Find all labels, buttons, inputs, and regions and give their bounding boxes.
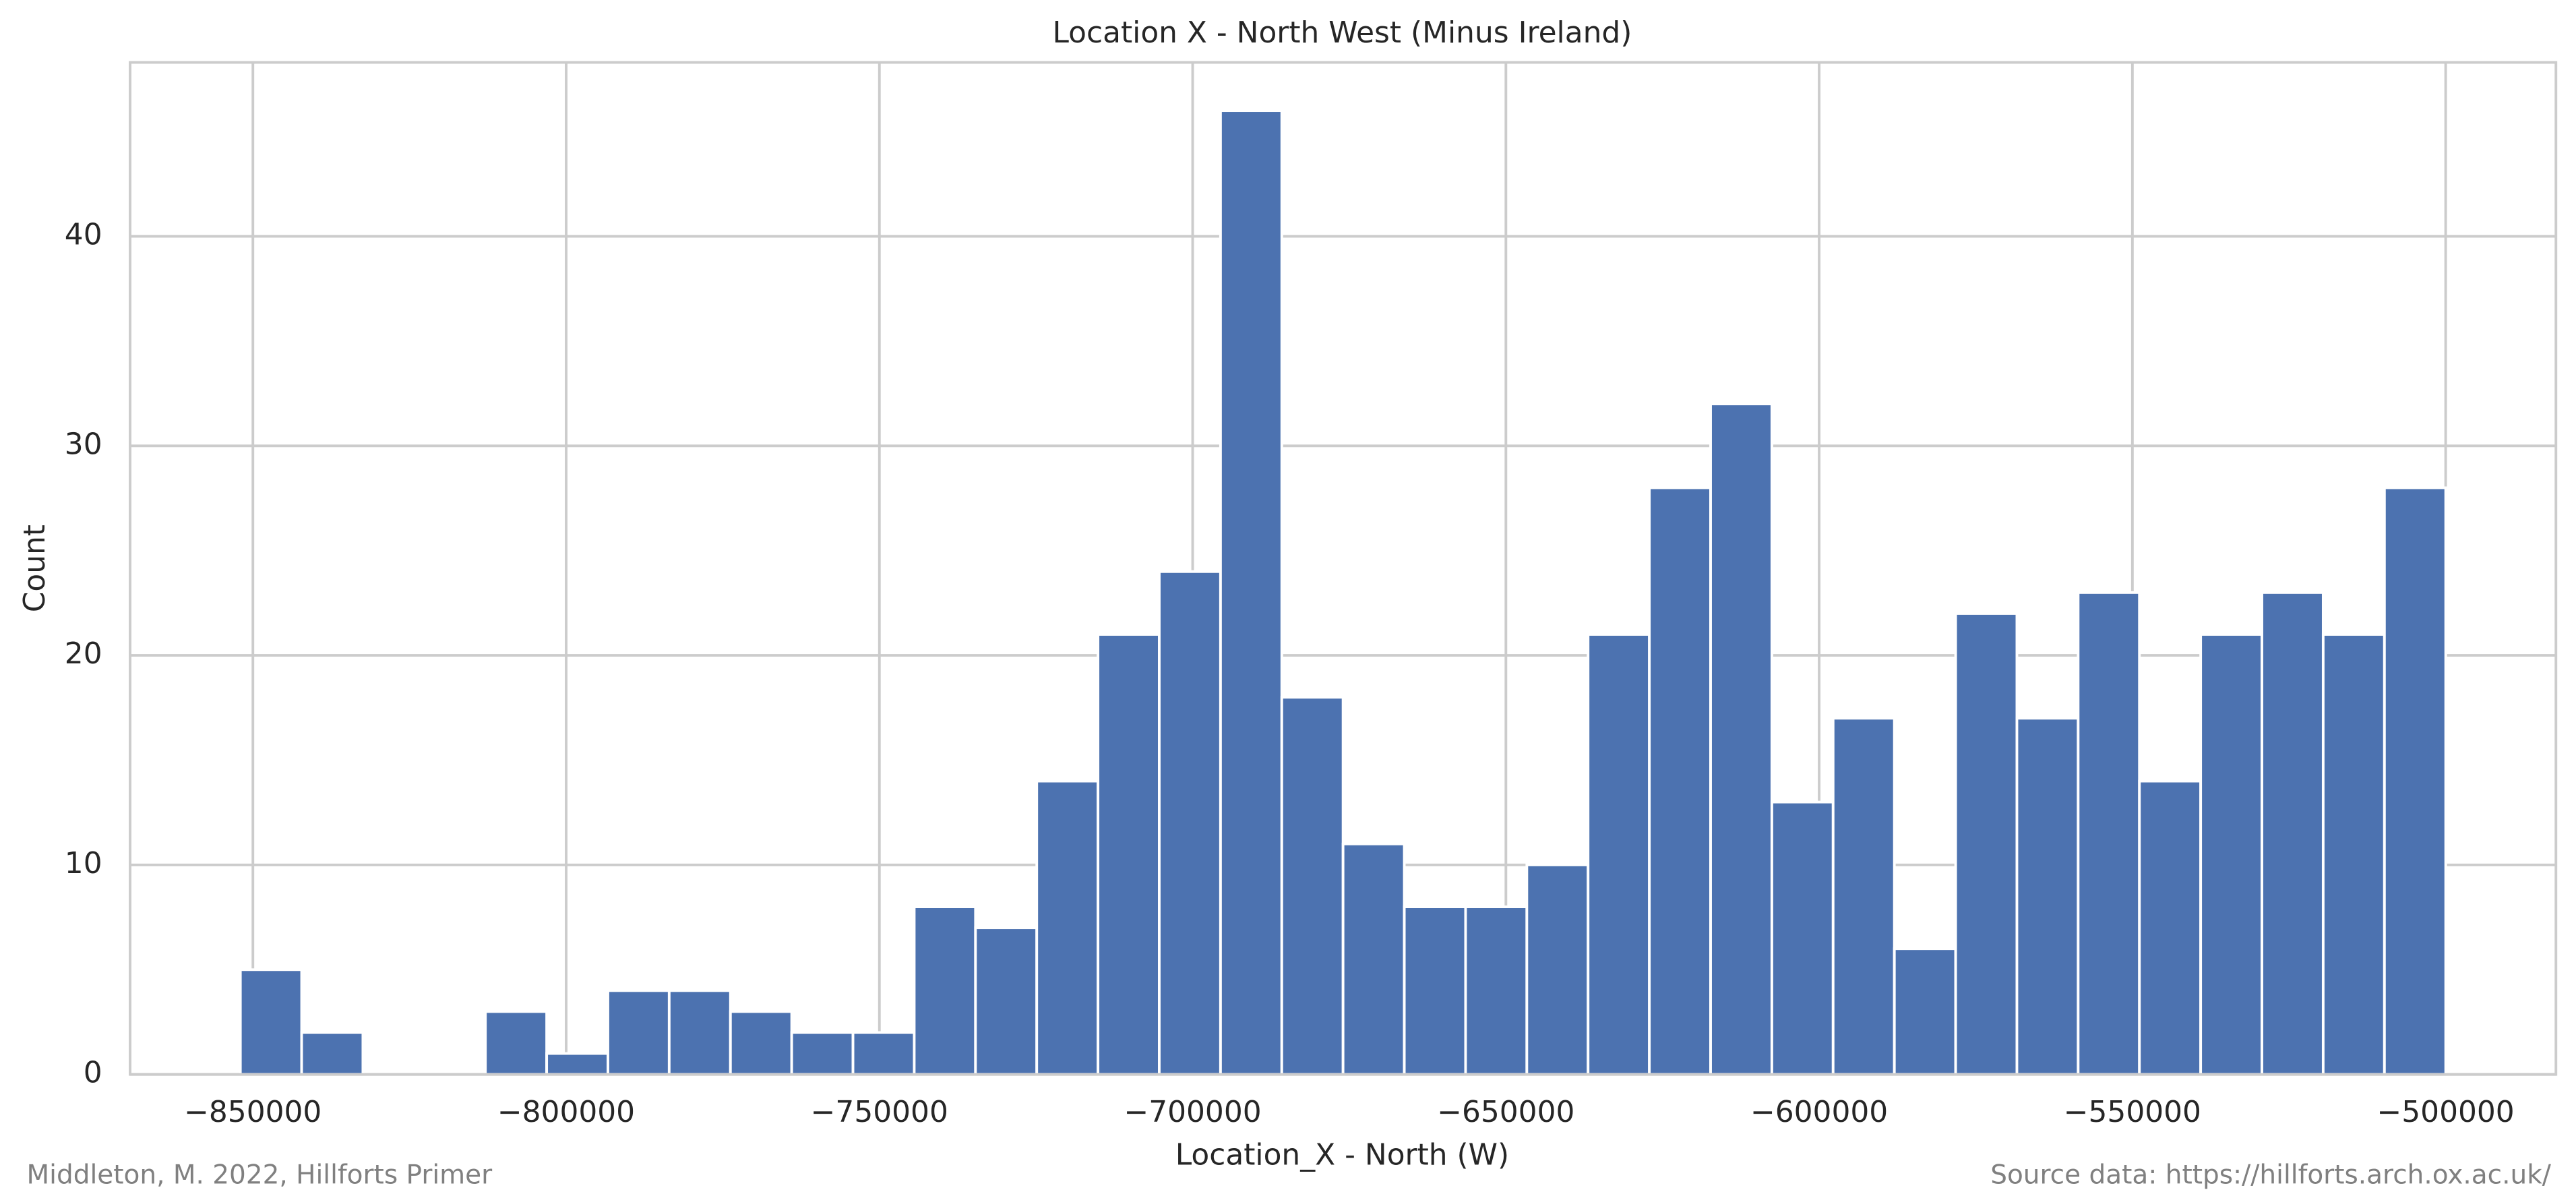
bar: [1525, 863, 1590, 1076]
bar: [2077, 591, 2141, 1076]
x-tick-label: −500000: [2377, 1095, 2515, 1129]
x-tick-label: −600000: [1750, 1095, 1888, 1129]
bar: [2321, 633, 2386, 1076]
x-tick-label: −800000: [497, 1095, 635, 1129]
y-tick-label: 0: [84, 1056, 102, 1090]
y-tick-label: 10: [65, 846, 102, 880]
bar: [1648, 486, 1712, 1076]
bar: [239, 968, 303, 1076]
bar: [484, 1010, 549, 1076]
bar: [2261, 591, 2325, 1076]
y-tick-label: 20: [65, 636, 102, 671]
x-tick-label: −550000: [2064, 1095, 2201, 1129]
bar: [729, 1010, 793, 1076]
bar: [1709, 402, 1773, 1076]
plot-frame: [129, 61, 2558, 1076]
x-tick-label: −650000: [1437, 1095, 1574, 1129]
bar: [667, 989, 732, 1076]
bar: [1954, 612, 2019, 1076]
y-tick-label: 30: [65, 427, 102, 461]
bar: [1831, 717, 1896, 1076]
bar: [1158, 570, 1222, 1076]
chart-title: Location X - North West (Minus Ireland): [1052, 16, 1632, 50]
bar: [1097, 633, 1161, 1076]
bar: [607, 989, 671, 1076]
bar: [1893, 947, 1957, 1076]
bar: [1403, 905, 1467, 1076]
bar: [1770, 800, 1835, 1076]
bar: [974, 926, 1039, 1076]
bar: [1219, 109, 1283, 1076]
bar: [1341, 842, 1406, 1076]
bar: [913, 905, 977, 1076]
bar: [1464, 905, 1529, 1076]
x-axis-label: Location_X - North (W): [1175, 1138, 1509, 1172]
bar: [790, 1031, 855, 1076]
bar: [2383, 486, 2447, 1076]
bar: [300, 1031, 365, 1076]
bar: [545, 1052, 609, 1076]
bar: [2199, 633, 2263, 1076]
bar: [2138, 779, 2203, 1076]
footer-right: Source data: https://hillforts.arch.ox.a…: [1990, 1160, 2552, 1190]
bar: [1035, 779, 1100, 1076]
footer-left: Middleton, M. 2022, Hillforts Primer: [27, 1160, 493, 1190]
bar: [1280, 696, 1345, 1076]
bar: [1587, 633, 1651, 1076]
x-tick-label: −750000: [811, 1095, 948, 1129]
x-tick-label: −700000: [1124, 1095, 1261, 1129]
y-tick-label: 40: [65, 218, 102, 252]
y-axis-label: Count: [18, 525, 52, 612]
x-tick-label: −850000: [184, 1095, 321, 1129]
bar: [851, 1031, 916, 1076]
bar: [2015, 717, 2080, 1076]
